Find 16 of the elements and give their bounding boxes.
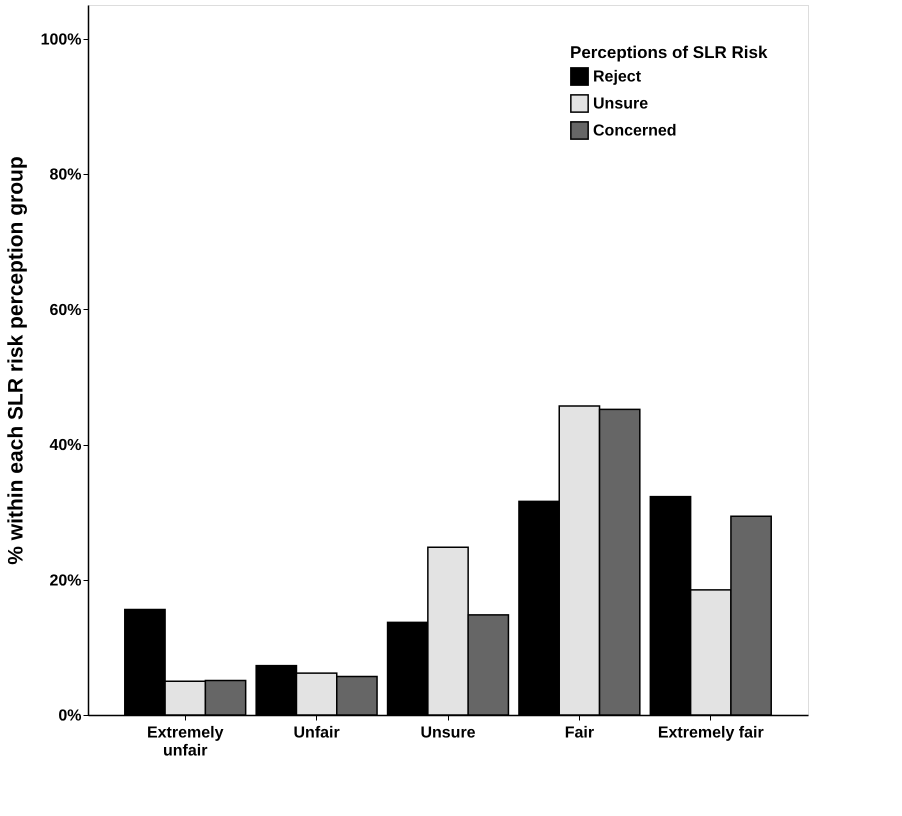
x-tick-label: Unfair <box>293 724 340 742</box>
legend-label: Reject <box>593 68 642 86</box>
y-tick-label: 0% <box>58 708 82 724</box>
x-tick-label: Extremely unfair <box>146 724 224 760</box>
x-tick-label: Unsure <box>420 724 476 742</box>
y-tick-label: 20% <box>49 572 82 590</box>
y-tick-label: 100% <box>40 31 82 48</box>
y-axis-title: % within each SLR risk perception group <box>4 156 28 565</box>
legend-label: Unsure <box>593 96 648 112</box>
legend-title: Perceptions of SLR Risk <box>570 43 768 62</box>
x-tick-label: Extremely fair <box>658 724 764 742</box>
legend-label: Concerned <box>593 122 677 140</box>
y-tick-label: 60% <box>49 302 82 319</box>
y-tick-label: 40% <box>49 437 82 454</box>
x-tick-label: Fair <box>564 724 594 742</box>
y-tick-label: 80% <box>49 166 82 184</box>
